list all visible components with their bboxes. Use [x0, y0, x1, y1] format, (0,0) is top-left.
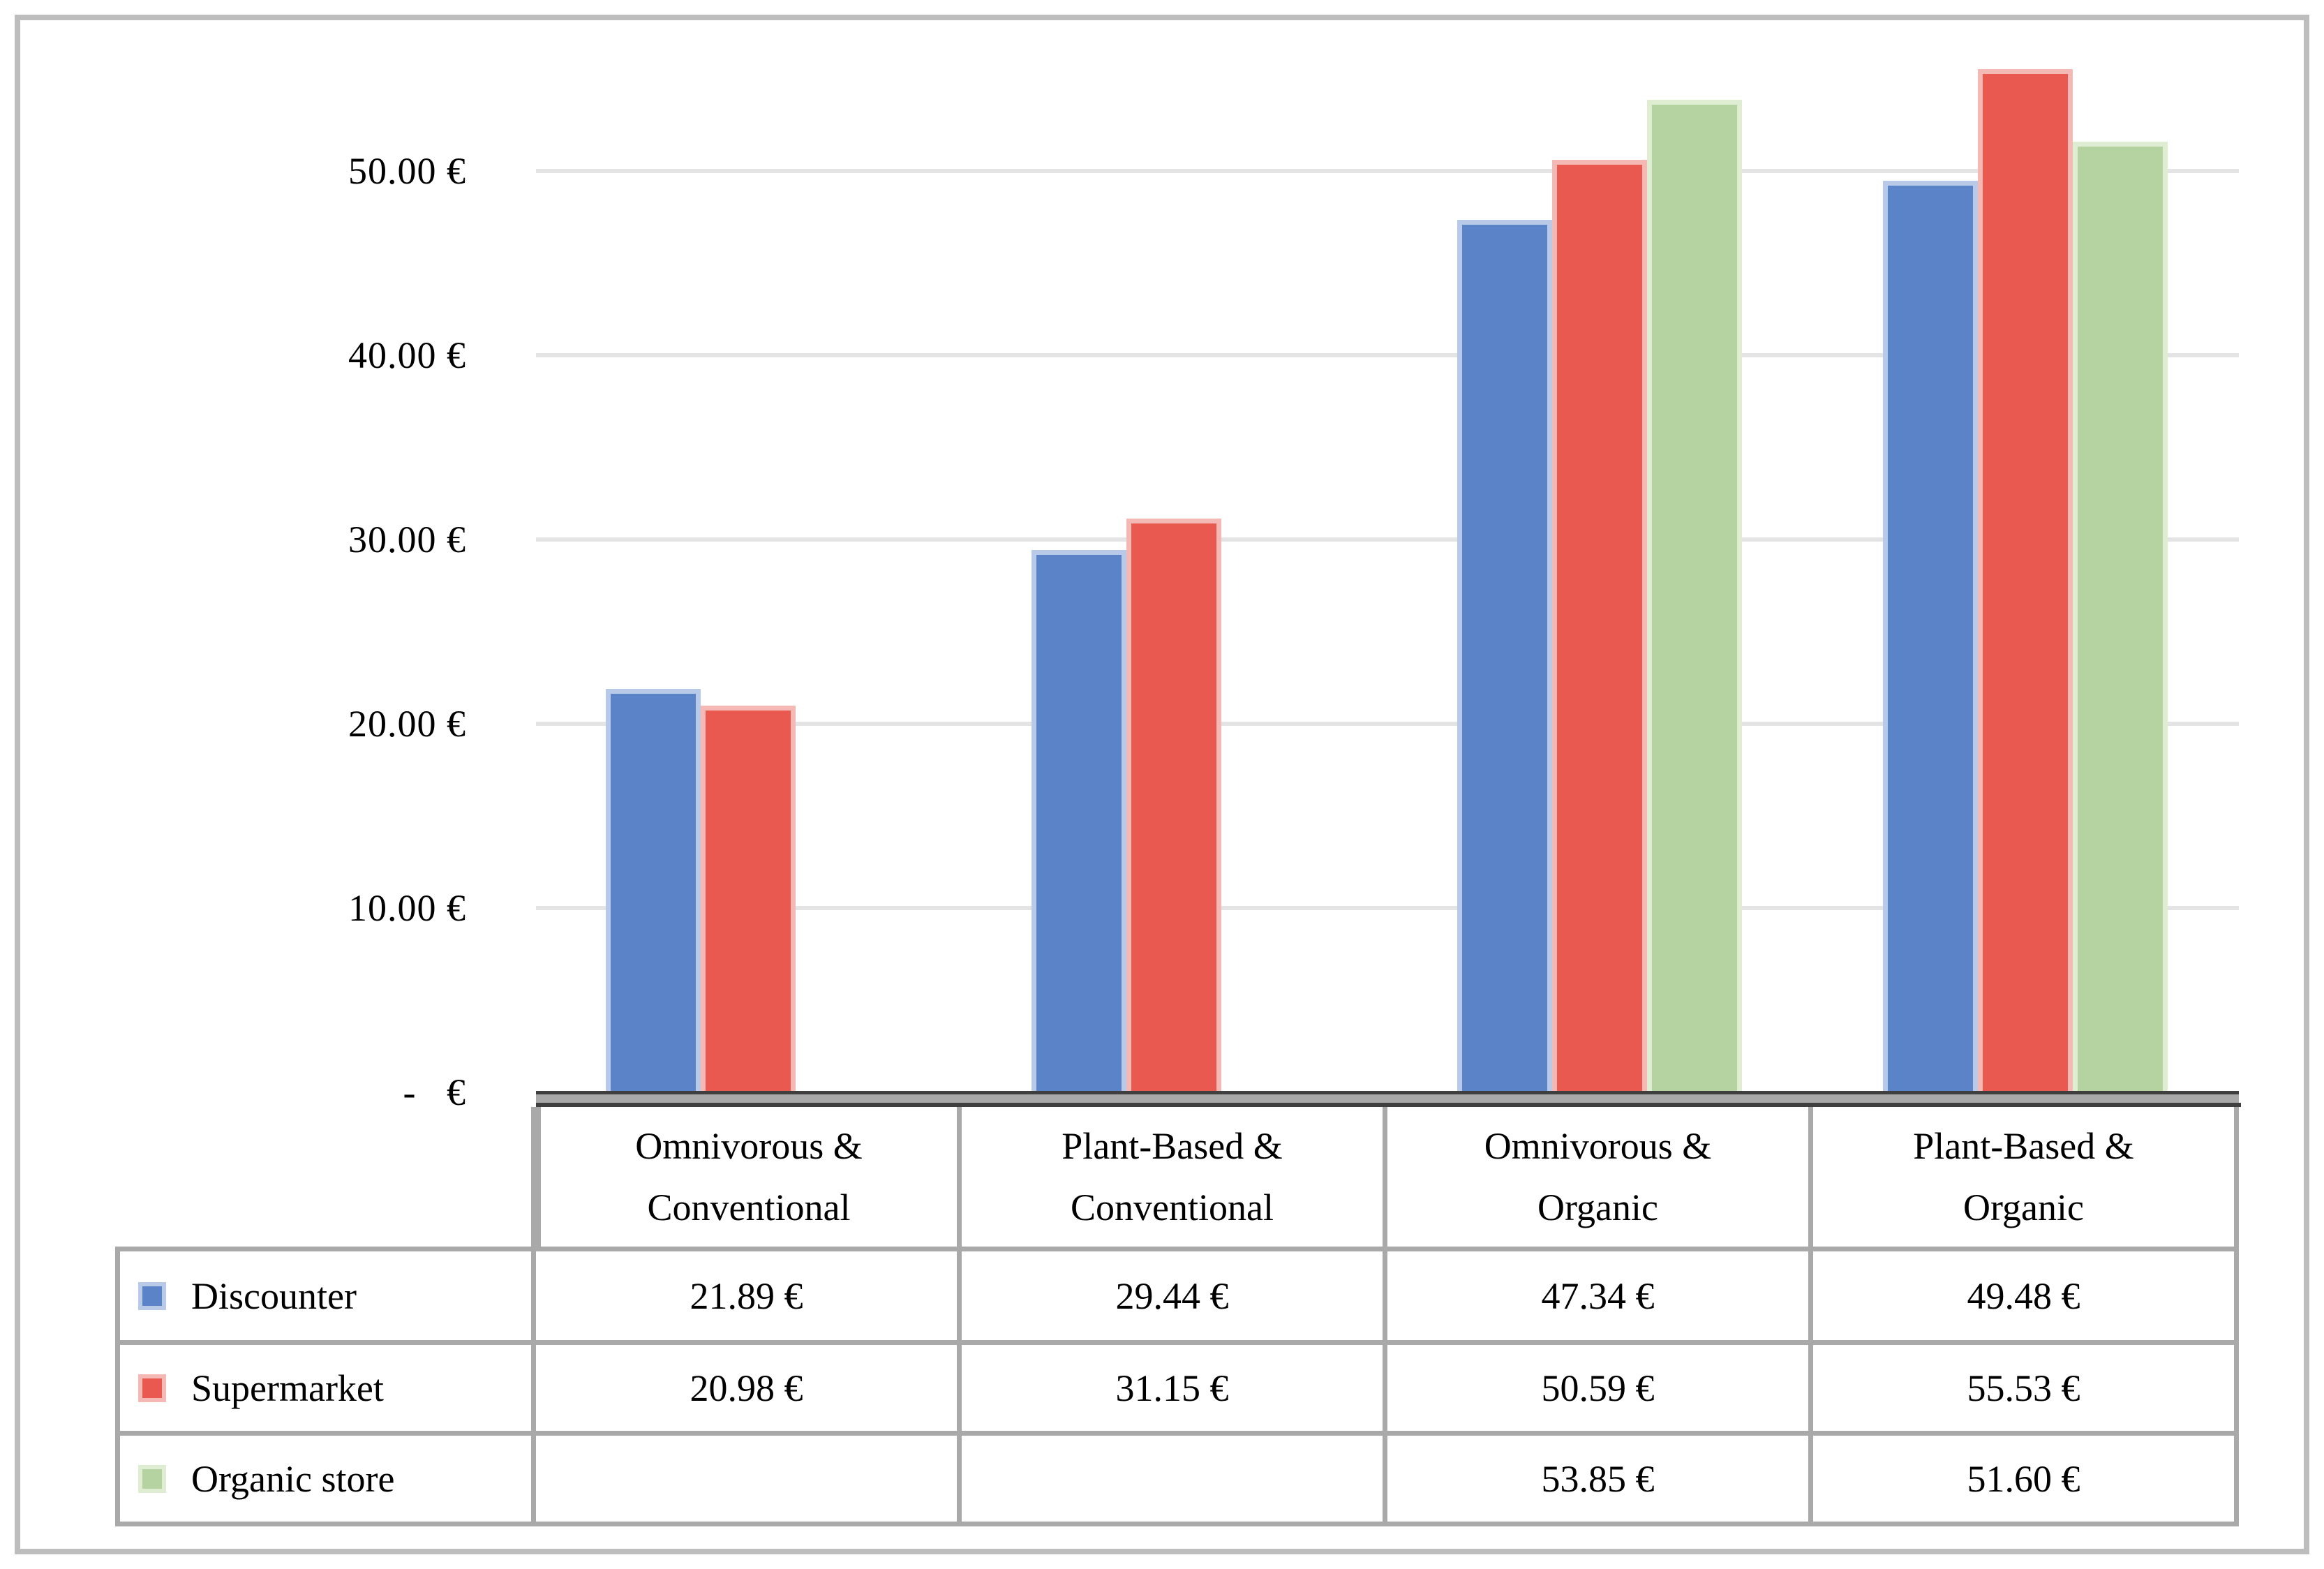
category-band-omnivorous-organic [1387, 0, 1813, 1094]
value-cell: 53.85 € [1387, 1436, 1813, 1526]
gridline-20 [536, 722, 2239, 726]
y-tick-label-40: 40.00 € [348, 334, 466, 376]
y-tick-label-20: 20.00 € [348, 703, 466, 745]
column-header-plantbased-conventional: Plant-Based & Conventional [962, 1107, 1387, 1251]
y-tick-label-30: 30.00 € [348, 519, 466, 560]
y-tick-label-10: 10.00 € [348, 887, 466, 929]
bar-discounter-omnivorous-organic [1457, 220, 1552, 1094]
column-header-plantbased-organic: Plant-Based & Organic [1813, 1107, 2239, 1251]
bar-organic-store-omnivorous-organic [1647, 100, 1742, 1094]
y-tick-label-0: - € [403, 1071, 466, 1113]
value-cell: 47.34 € [1387, 1251, 1813, 1345]
bar-supermarket-plant-based-conventional [1126, 519, 1221, 1094]
table-corner-cell [115, 1107, 536, 1251]
value-cell: 49.48 € [1813, 1251, 2239, 1345]
gridline-40 [536, 353, 2239, 357]
value-cell: 50.59 € [1387, 1345, 1813, 1436]
bar-discounter-plant-based-conventional [1031, 550, 1126, 1094]
bar-organic-store-plant-based-organic [2073, 142, 2168, 1094]
series-name-organic-store: Organic store [191, 1457, 395, 1500]
series-name-discounter: Discounter [191, 1274, 357, 1317]
y-axis: - € 10.00 € 20.00 € 30.00 € 40.00 € 50.00 € [0, 0, 466, 1187]
category-band-plant-based-organic [1813, 0, 2239, 1094]
category-band-plant-based-conventional [962, 0, 1387, 1094]
bar-supermarket-plant-based-organic [1978, 69, 2073, 1094]
legend-swatch-supermarket [138, 1374, 166, 1402]
legend-row-discounter: Discounter [115, 1251, 536, 1345]
bar-discounter-plant-based-organic [1883, 181, 1978, 1094]
column-header-omnivorous-organic: Omnivorous & Organic [1387, 1107, 1813, 1251]
legend-swatch-discounter [138, 1281, 166, 1310]
gridline-50 [536, 169, 2239, 173]
data-table: Omnivorous & Conventional Plant-Based & … [115, 1107, 2239, 1526]
bar-supermarket-omnivorous-conventional [701, 706, 796, 1094]
value-cell: 21.89 € [536, 1251, 962, 1345]
table-top-border-dark [536, 1103, 2241, 1107]
value-cell: 55.53 € [1813, 1345, 2239, 1436]
value-cell [962, 1436, 1387, 1526]
value-cell: 51.60 € [1813, 1436, 2239, 1526]
y-tick-label-50: 50.00 € [348, 150, 466, 192]
bar-discounter-omnivorous-conventional [606, 689, 701, 1094]
legend-swatch-organic-store [138, 1464, 166, 1493]
value-cell: 20.98 € [536, 1345, 962, 1436]
chart-plot-area [536, 0, 2239, 1094]
series-name-supermarket: Supermarket [191, 1367, 384, 1409]
table-top-border-gray [536, 1094, 2239, 1103]
value-cell: 31.15 € [962, 1345, 1387, 1436]
gridline-30 [536, 537, 2239, 542]
value-cell [536, 1436, 962, 1526]
category-band-omnivorous-conventional [536, 0, 962, 1094]
x-axis-line [536, 1091, 2239, 1094]
legend-row-organic-store: Organic store [115, 1436, 536, 1526]
gridline-10 [536, 906, 2239, 910]
value-cell: 29.44 € [962, 1251, 1387, 1345]
legend-row-supermarket: Supermarket [115, 1345, 536, 1436]
bar-supermarket-omnivorous-organic [1552, 160, 1647, 1094]
column-header-omnivorous-conventional: Omnivorous & Conventional [536, 1107, 962, 1251]
